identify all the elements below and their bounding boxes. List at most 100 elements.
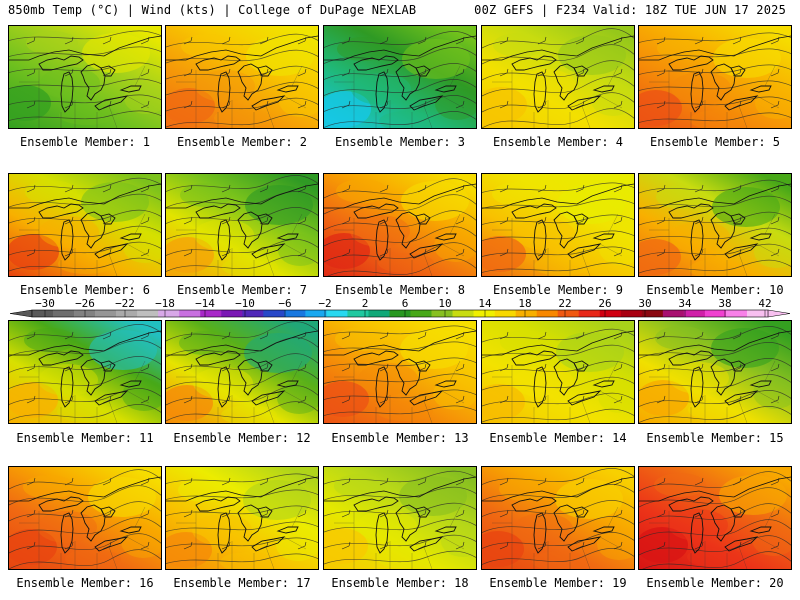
state-boundary — [738, 400, 748, 423]
wind-barb — [183, 36, 193, 45]
lake-outline — [668, 203, 714, 219]
temperature-blob — [245, 185, 313, 225]
ensemble-member-panel[interactable] — [165, 320, 319, 424]
wind-barb — [140, 331, 150, 340]
wind-barb — [64, 184, 74, 193]
temperature-map — [639, 26, 791, 128]
wind-barb — [537, 477, 547, 486]
wind-barb — [732, 216, 742, 225]
wind-barb — [140, 36, 150, 45]
state-boundary — [291, 506, 303, 528]
lake-outline — [395, 358, 421, 396]
height-contour — [166, 191, 318, 209]
wind-barb — [379, 100, 389, 109]
wind-barb — [297, 216, 307, 225]
wind-barb — [694, 509, 704, 518]
temperature-blob — [122, 379, 161, 411]
ensemble-member-panel[interactable] — [481, 173, 635, 277]
height-contour — [482, 548, 634, 566]
lake-outline — [276, 85, 299, 93]
ensemble-member-panel[interactable] — [638, 25, 792, 129]
ensemble-member-panel[interactable] — [8, 25, 162, 129]
height-contour — [639, 535, 791, 556]
temperature-map — [166, 467, 318, 569]
ensemble-member-panel[interactable] — [165, 25, 319, 129]
state-boundary — [764, 213, 776, 235]
height-contour — [9, 46, 161, 57]
ensemble-member-panel[interactable] — [638, 320, 792, 424]
ensemble-member-panel[interactable] — [323, 25, 477, 129]
ensemble-member-panel[interactable] — [638, 173, 792, 277]
height-contour — [482, 392, 634, 407]
lake-outline — [251, 95, 286, 111]
state-boundary — [265, 105, 275, 128]
colorbar-tick-label: −10 — [235, 297, 255, 310]
height-contour — [324, 357, 476, 368]
ensemble-member-panel[interactable] — [481, 320, 635, 424]
ensemble-member-panel[interactable] — [8, 320, 162, 424]
height-contour — [639, 80, 791, 91]
lake-outline — [94, 95, 129, 111]
wind-barb — [537, 248, 547, 257]
temperature-blob — [534, 256, 590, 276]
ensemble-member-panel[interactable] — [165, 466, 319, 570]
ensemble-member-panel[interactable] — [481, 25, 635, 129]
temperature-blob — [434, 230, 476, 262]
lake-outline — [730, 360, 746, 372]
colorbar-swatch — [200, 310, 222, 317]
wind-barb — [26, 395, 36, 404]
state-boundary — [265, 400, 275, 423]
height-contour — [639, 358, 791, 376]
lake-outline — [375, 219, 389, 261]
wind-barb — [656, 477, 666, 486]
wind-barb — [102, 36, 112, 45]
ensemble-member-panel[interactable] — [8, 173, 162, 277]
lake-outline — [511, 55, 557, 71]
temperature-blob — [400, 329, 468, 369]
wind-barb — [379, 477, 389, 486]
colorbar-swatch — [452, 310, 474, 317]
ensemble-member-panel[interactable] — [8, 466, 162, 570]
lake-outline — [730, 213, 746, 225]
national-border — [166, 330, 318, 356]
wind-barb — [455, 100, 465, 109]
lake-outline — [415, 213, 431, 225]
ensemble-member-panel[interactable] — [638, 466, 792, 570]
ensemble-member-panel[interactable] — [323, 173, 477, 277]
ensemble-member-panel[interactable] — [165, 173, 319, 277]
ensemble-member-panel[interactable] — [323, 466, 477, 570]
ensemble-member-panel[interactable] — [481, 466, 635, 570]
ensemble-member-label: Ensemble Member: 7 — [176, 283, 308, 297]
state-boundary — [134, 213, 146, 235]
lake-outline — [80, 504, 106, 542]
wind-barb — [341, 509, 351, 518]
wind-barb — [26, 477, 36, 486]
lake-outline — [690, 512, 704, 554]
ensemble-member-panel[interactable] — [323, 320, 477, 424]
wind-barb — [221, 248, 231, 257]
lake-outline — [434, 85, 457, 93]
colorbar-swatch — [494, 310, 516, 317]
temperature-blob — [515, 218, 575, 250]
wind-barb — [417, 395, 427, 404]
temperature-blob — [194, 219, 254, 251]
state-boundary — [449, 506, 461, 528]
height-contour — [9, 78, 161, 89]
height-contour — [324, 79, 476, 97]
height-contour — [324, 226, 476, 247]
height-contour — [639, 48, 791, 59]
wind-barb — [259, 541, 269, 550]
wind-barb — [537, 36, 547, 45]
colorbar-tick-label: 38 — [718, 297, 731, 310]
state-boundary — [108, 400, 118, 423]
wind-barb — [770, 541, 780, 550]
height-contour — [324, 63, 476, 81]
temperature-map — [9, 467, 161, 569]
temperature-blob — [555, 479, 623, 519]
temperature-blob — [324, 233, 370, 269]
lake-outline — [710, 211, 736, 249]
wind-barb — [140, 395, 150, 404]
wind-barb — [417, 36, 427, 45]
lake-outline — [592, 85, 615, 93]
wind-barb — [613, 100, 623, 109]
